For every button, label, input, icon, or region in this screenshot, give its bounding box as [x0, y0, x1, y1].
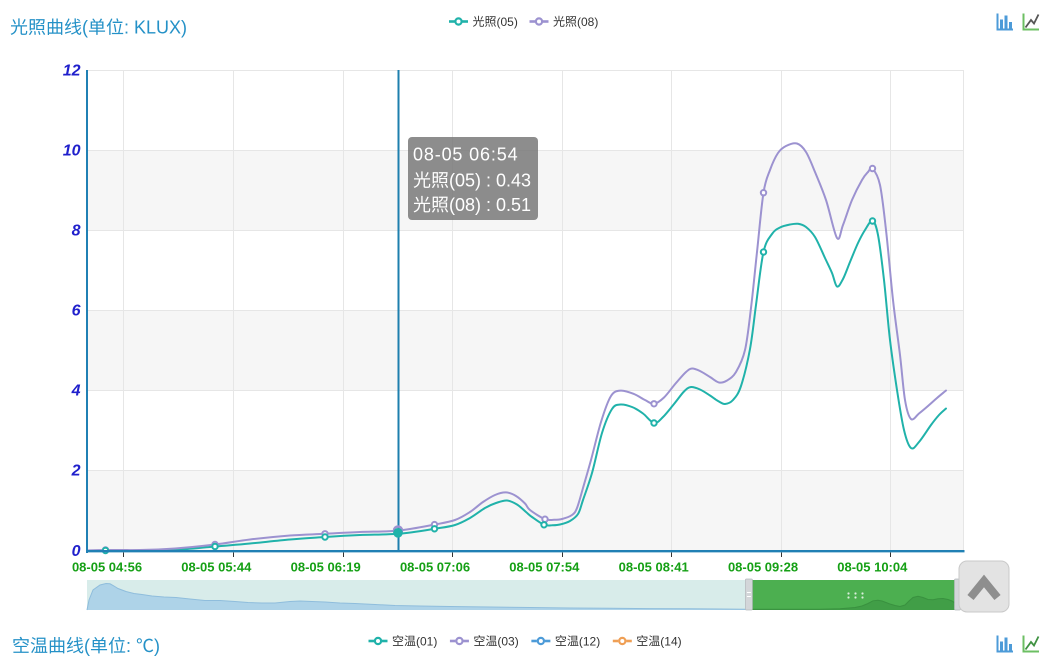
svg-text:4: 4	[71, 383, 81, 400]
svg-text:8: 8	[72, 223, 81, 240]
svg-text:08-05 08:41: 08-05 08:41	[619, 560, 689, 575]
svg-text:(01): (01)	[416, 634, 437, 648]
svg-text:(05): (05)	[497, 15, 518, 29]
svg-text:08-05 06:54: 08-05 06:54	[413, 145, 518, 165]
svg-text:6: 6	[72, 303, 81, 320]
svg-text:08-05 07:54: 08-05 07:54	[509, 560, 580, 575]
svg-text:0: 0	[72, 543, 81, 560]
svg-text:2: 2	[71, 463, 81, 480]
svg-text:12: 12	[63, 63, 81, 80]
svg-text:08-05 09:28: 08-05 09:28	[728, 560, 798, 575]
svg-text:(14): (14)	[660, 634, 681, 648]
svg-text:(12): (12)	[579, 634, 600, 648]
svg-text:(05) : 0.43: (05) : 0.43	[449, 171, 531, 191]
svg-text:08-05 06:19: 08-05 06:19	[291, 560, 361, 575]
svg-text:(03): (03)	[497, 634, 518, 648]
svg-text:: KLUX): : KLUX)	[124, 18, 187, 38]
svg-text:08-05 10:04: 08-05 10:04	[837, 560, 908, 575]
svg-text:(08) : 0.51: (08) : 0.51	[449, 195, 531, 215]
svg-text:(08): (08)	[577, 15, 598, 29]
svg-text::: :	[126, 636, 131, 656]
svg-text:08-05 05:44: 08-05 05:44	[181, 560, 252, 575]
svg-text:08-05 04:56: 08-05 04:56	[72, 560, 142, 575]
svg-text:): )	[154, 636, 160, 656]
svg-text:08-05 07:06: 08-05 07:06	[400, 560, 470, 575]
svg-text:(: (	[82, 18, 88, 38]
svg-text:10: 10	[63, 143, 81, 160]
svg-text:(: (	[84, 636, 90, 656]
